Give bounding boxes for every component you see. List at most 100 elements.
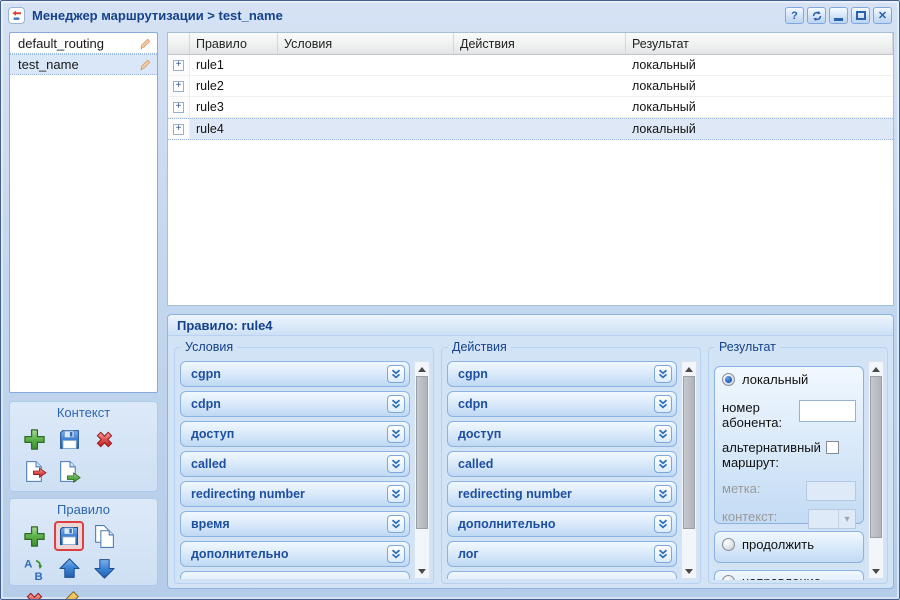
rule-copy-button[interactable]	[89, 521, 119, 551]
action-item-partial[interactable]	[447, 571, 677, 579]
close-button[interactable]: ✕	[873, 7, 892, 24]
action-item-dostup[interactable]: доступ	[447, 421, 677, 447]
local-radio-row[interactable]: локальный	[722, 372, 856, 387]
action-item-log[interactable]: лог	[447, 541, 677, 567]
result-scrollbar[interactable]	[868, 361, 884, 579]
scroll-down-button[interactable]	[415, 564, 429, 578]
context-item-default-routing[interactable]: default_routing	[10, 33, 157, 54]
conditions-scrollbar[interactable]	[414, 361, 430, 579]
accordion-label: cdpn	[458, 397, 488, 411]
condition-item-called[interactable]: called	[180, 451, 410, 477]
continue-radio-row[interactable]: продолжить	[722, 537, 856, 552]
scrollbar-thumb[interactable]	[683, 376, 695, 530]
table-row-rule4[interactable]: + rule4 локальный	[168, 118, 893, 140]
edit-pencil-icon[interactable]	[139, 37, 152, 50]
condition-item-partial[interactable]	[180, 571, 410, 579]
context-item-test-name[interactable]: test_name	[10, 54, 157, 75]
chevron-double-down-icon	[658, 549, 668, 559]
tag-input[interactable]	[806, 481, 856, 502]
scroll-up-button[interactable]	[869, 362, 883, 376]
expand-button[interactable]	[387, 425, 405, 443]
expand-button[interactable]	[654, 455, 672, 473]
action-item-called[interactable]: called	[447, 451, 677, 477]
result-options: локальный номер абонента: альтернативный…	[714, 361, 864, 580]
context-delete-button[interactable]	[89, 424, 119, 454]
scroll-up-button[interactable]	[415, 362, 429, 376]
context-toolbox-title: Контекст	[56, 405, 111, 420]
rule-save-button[interactable]	[54, 521, 84, 551]
refresh-button[interactable]	[807, 7, 826, 24]
expand-button[interactable]	[387, 515, 405, 533]
expand-button[interactable]	[654, 485, 672, 503]
scroll-down-button[interactable]	[682, 564, 696, 578]
minimize-button[interactable]	[829, 7, 848, 24]
context-import-button[interactable]	[19, 456, 49, 486]
rule-move-up-button[interactable]	[54, 553, 84, 583]
context-select[interactable]: ▾	[807, 509, 856, 530]
table-row-rule2[interactable]: + rule2 локальный	[168, 76, 893, 97]
radio-direction[interactable]	[722, 575, 735, 580]
expand-button[interactable]	[387, 365, 405, 383]
actions-scrollbar[interactable]	[681, 361, 697, 579]
row-expander[interactable]: +	[168, 76, 190, 96]
action-item-redirecting-number[interactable]: redirecting number	[447, 481, 677, 507]
radio-continue[interactable]	[722, 538, 735, 551]
condition-item-cgpn[interactable]: cgpn	[180, 361, 410, 387]
accordion-label: лог	[458, 547, 479, 561]
expand-button[interactable]	[387, 395, 405, 413]
row-expander[interactable]: +	[168, 119, 190, 139]
expand-button[interactable]	[387, 485, 405, 503]
edit-pencil-icon[interactable]	[139, 58, 152, 71]
expand-button[interactable]	[654, 395, 672, 413]
maximize-button[interactable]	[851, 7, 870, 24]
rule-delete-button[interactable]	[19, 585, 49, 599]
expand-button[interactable]	[654, 425, 672, 443]
cell-result: локальный	[632, 100, 696, 114]
scrollbar-thumb[interactable]	[416, 376, 428, 530]
condition-item-dostup[interactable]: доступ	[180, 421, 410, 447]
condition-item-cdpn[interactable]: cdpn	[180, 391, 410, 417]
rule-add-button[interactable]	[19, 521, 49, 551]
scrollbar-thumb[interactable]	[870, 376, 882, 538]
table-row-rule1[interactable]: + rule1 локальный	[168, 55, 893, 76]
table-row-rule3[interactable]: + rule3 локальный	[168, 97, 893, 118]
expand-button[interactable]	[654, 545, 672, 563]
rule-rename-button[interactable]: A B	[19, 553, 49, 583]
row-expander[interactable]: +	[168, 97, 190, 117]
header-actions[interactable]: Действия	[454, 33, 626, 54]
condition-item-dopolnitelno[interactable]: дополнительно	[180, 541, 410, 567]
delete-icon	[26, 592, 42, 599]
action-item-cgpn[interactable]: cgpn	[447, 361, 677, 387]
action-item-cdpn[interactable]: cdpn	[447, 391, 677, 417]
header-conditions[interactable]: Условия	[278, 33, 454, 54]
chevron-double-down-icon	[391, 549, 401, 559]
action-item-dopolnitelno[interactable]: дополнительно	[447, 511, 677, 537]
help-button[interactable]: ?	[785, 7, 804, 24]
cell-actions	[454, 55, 626, 75]
accordion-label: cgpn	[458, 367, 488, 381]
condition-item-vremya[interactable]: время	[180, 511, 410, 537]
scroll-down-button[interactable]	[869, 564, 883, 578]
expand-plus-icon: +	[173, 80, 184, 92]
condition-item-redirecting-number[interactable]: redirecting number	[180, 481, 410, 507]
rule-edit-button[interactable]	[54, 585, 84, 599]
header-rule[interactable]: Правило	[190, 33, 278, 54]
accordion-label: доступ	[191, 427, 235, 441]
header-result[interactable]: Результат	[626, 33, 893, 54]
scroll-up-button[interactable]	[682, 362, 696, 376]
alt-route-checkbox[interactable]	[826, 440, 839, 454]
direction-radio-row[interactable]: направление	[722, 574, 856, 580]
context-save-button[interactable]	[54, 424, 84, 454]
rule-toolbox: Правило	[9, 498, 158, 599]
context-export-button[interactable]	[54, 456, 84, 486]
expand-button[interactable]	[387, 545, 405, 563]
expand-button[interactable]	[387, 455, 405, 473]
row-expander[interactable]: +	[168, 55, 190, 75]
rule-move-down-button[interactable]	[89, 553, 119, 583]
expand-button[interactable]	[654, 365, 672, 383]
radio-local[interactable]	[722, 373, 735, 386]
expand-button[interactable]	[654, 515, 672, 533]
triangle-down-icon	[685, 568, 693, 574]
subscriber-number-input[interactable]	[799, 400, 856, 422]
context-add-button[interactable]	[19, 424, 49, 454]
